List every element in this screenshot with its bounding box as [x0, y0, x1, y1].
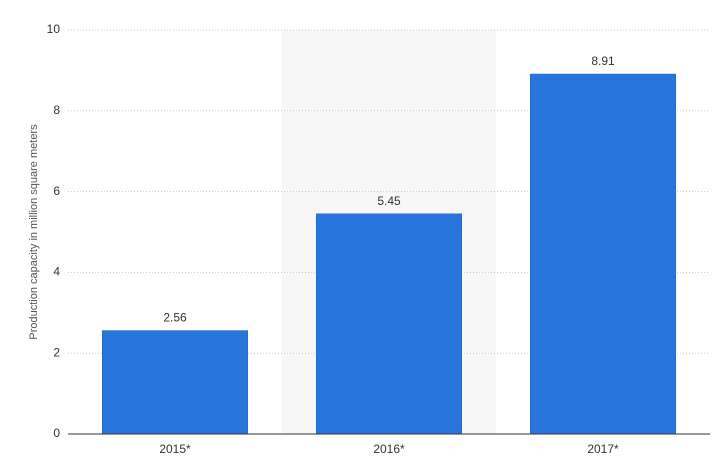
y-axis-label: Production capacity in million square me…: [28, 124, 40, 340]
y-tick-label: 6: [53, 184, 60, 198]
y-tick-label: 10: [47, 22, 61, 36]
y-tick-label: 0: [53, 426, 60, 440]
data-label: 8.91: [591, 54, 615, 68]
bar: [315, 213, 463, 435]
y-tick-label: 2: [53, 345, 60, 359]
data-label: 5.45: [377, 194, 401, 208]
y-tick-label: 4: [53, 265, 60, 279]
data-label: 2.56: [163, 311, 187, 325]
x-tick-label: 2016*: [373, 442, 405, 456]
y-tick-label: 8: [53, 103, 60, 117]
x-tick-label: 2015*: [159, 442, 191, 456]
bar: [101, 330, 249, 435]
x-tick-label: 2017*: [587, 442, 619, 456]
bar: [529, 73, 677, 435]
